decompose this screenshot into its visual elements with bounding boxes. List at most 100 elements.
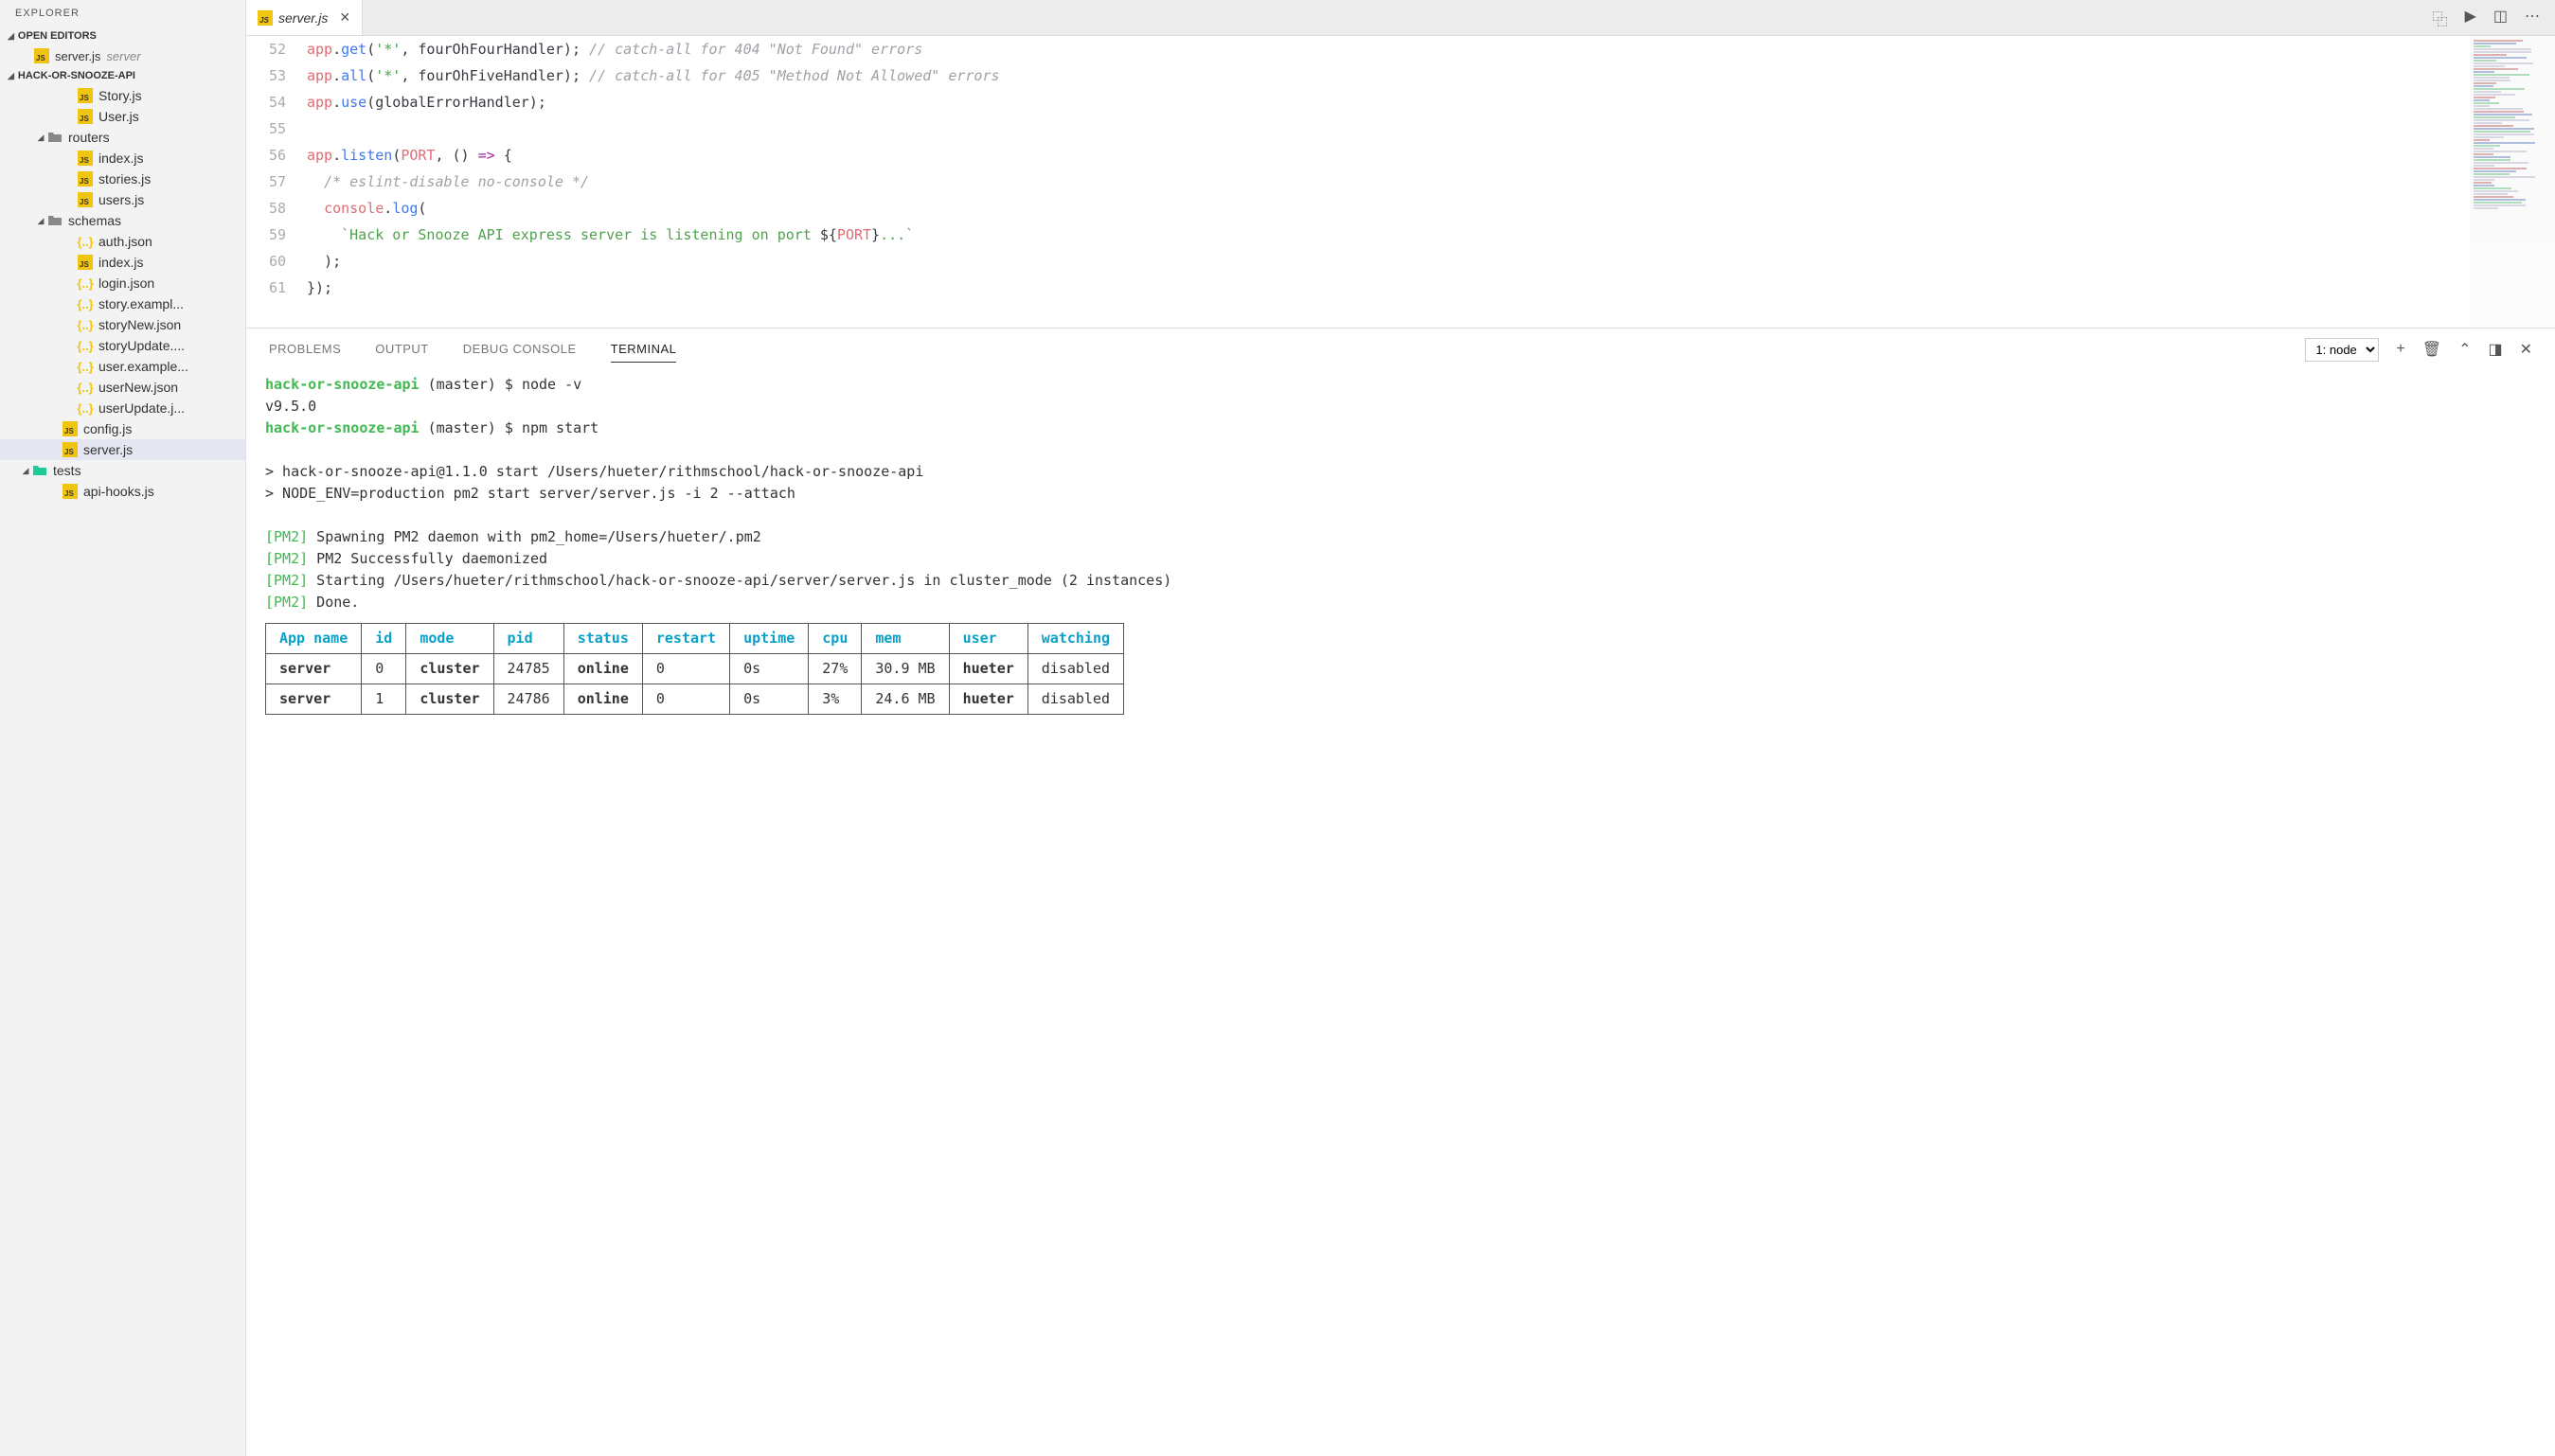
panel-up-icon[interactable]: ⌃ [2458, 340, 2471, 359]
tree-file[interactable]: {..} userNew.json [0, 377, 245, 398]
tree-file[interactable]: {..} user.example... [0, 356, 245, 377]
js-icon: JS [78, 192, 93, 207]
expand-arrow-icon: ◢ [19, 466, 32, 476]
tree-item-label: auth.json [98, 234, 152, 249]
file-dir: server [106, 49, 140, 63]
tree-file[interactable]: JS User.js [0, 106, 245, 127]
panel-tab-terminal[interactable]: TERMINAL [611, 336, 677, 363]
js-icon: JS [78, 171, 93, 186]
table-header: cpu [809, 624, 862, 654]
terminal-line: hack-or-snooze-api (master) $ node -v [265, 374, 2536, 396]
folder-icon [47, 213, 63, 228]
code-line[interactable]: ); [307, 248, 2555, 275]
project-name-label: HACK-OR-SNOOZE-API [18, 70, 135, 81]
json-icon: {..} [78, 380, 93, 395]
code-line[interactable]: console.log( [307, 195, 2555, 222]
tree-folder[interactable]: ◢schemas [0, 210, 245, 231]
tree-file[interactable]: JS config.js [0, 418, 245, 439]
terminal-selector[interactable]: 1: node [2305, 338, 2379, 362]
panel-tab-problems[interactable]: PROBLEMS [269, 336, 341, 363]
expand-arrow-icon: ◢ [34, 133, 47, 143]
tree-file[interactable]: JSindex.js [0, 148, 245, 169]
tree-file[interactable]: {..}auth.json [0, 231, 245, 252]
terminal-line: hack-or-snooze-api (master) $ npm start [265, 417, 2536, 439]
minimap[interactable] [2470, 36, 2555, 328]
terminal-line: [PM2] Done. [265, 592, 2536, 613]
json-icon: {..} [78, 400, 93, 416]
table-header: mode [406, 624, 493, 654]
code-line[interactable]: app.get('*', fourOhFourHandler); // catc… [307, 36, 2555, 62]
tree-item-label: userNew.json [98, 380, 178, 395]
code-line[interactable]: }); [307, 275, 2555, 301]
explorer-title: EXPLORER [0, 0, 245, 27]
js-icon: JS [63, 421, 78, 436]
js-icon: JS [258, 10, 273, 26]
run-icon[interactable]: ▶ [2465, 7, 2476, 29]
code-line[interactable]: `Hack or Snooze API express server is li… [307, 222, 2555, 248]
js-icon: JS [63, 484, 78, 499]
code-line[interactable]: /* eslint-disable no-console */ [307, 169, 2555, 195]
tree-folder[interactable]: ◢tests [0, 460, 245, 481]
collapse-arrow-icon: ◢ [8, 31, 14, 42]
json-icon: {..} [78, 359, 93, 374]
code-line[interactable] [307, 115, 2555, 142]
tree-file[interactable]: JS api-hooks.js [0, 481, 245, 502]
tab-filename: server.js [278, 10, 328, 26]
tree-item-label: story.exampl... [98, 296, 184, 311]
table-header: uptime [730, 624, 809, 654]
terminal-line: [PM2] PM2 Successfully daemonized [265, 548, 2536, 570]
json-icon: {..} [78, 296, 93, 311]
close-icon[interactable]: ✕ [339, 9, 350, 26]
terminal-line: [PM2] Spawning PM2 daemon with pm2_home=… [265, 526, 2536, 548]
panel-tabbar: PROBLEMS OUTPUT DEBUG CONSOLE TERMINAL 1: n… [246, 328, 2555, 363]
tree-item-label: stories.js [98, 171, 151, 186]
code-editor[interactable]: 5152535455565758596061 app.use( /users ,… [246, 36, 2555, 328]
panel-close-icon[interactable]: ✕ [2520, 340, 2532, 359]
project-section[interactable]: ◢ HACK-OR-SNOOZE-API [0, 66, 245, 85]
code-line[interactable]: app.listen(PORT, () => { [307, 142, 2555, 169]
tree-file[interactable]: JSStory.js [0, 85, 245, 106]
main-area: JS server.js ✕ ⿻ ▶ ◫ ⋯ 51525354555657585… [246, 0, 2555, 1456]
tree-item-label: routers [68, 130, 110, 145]
tree-file[interactable]: JSindex.js [0, 252, 245, 273]
panel-tab-debug-console[interactable]: DEBUG CONSOLE [463, 336, 577, 363]
kill-terminal-icon[interactable]: 🗑 [2422, 340, 2441, 359]
split-editor-icon[interactable]: ◫ [2493, 7, 2508, 29]
table-row: server0cluster24785online00s27%30.9 MBhu… [266, 654, 1124, 684]
tree-item-label: storyNew.json [98, 317, 181, 332]
editor-actions: ⿻ ▶ ◫ ⋯ [2418, 7, 2555, 29]
more-icon[interactable]: ⋯ [2525, 7, 2540, 29]
filename: server.js [55, 49, 100, 63]
tree-item-label: index.js [98, 151, 143, 166]
tree-item-label: user.example... [98, 359, 188, 374]
tree-file[interactable]: {..}login.json [0, 273, 245, 293]
new-terminal-icon[interactable]: + [2396, 341, 2404, 358]
tree-file[interactable]: {..}storyUpdate.... [0, 335, 245, 356]
panel-tab-output[interactable]: OUTPUT [375, 336, 428, 363]
tree-file[interactable]: {..}storyNew.json [0, 314, 245, 335]
collapse-arrow-icon: ◢ [8, 71, 14, 81]
panel-tools: 1: node + 🗑 ⌃ ◨ ✕ [2305, 338, 2532, 362]
tree-file[interactable]: {..} story.exampl... [0, 293, 245, 314]
tree-file[interactable]: {..}userUpdate.j... [0, 398, 245, 418]
editor-tab[interactable]: JS server.js ✕ [246, 0, 363, 35]
js-icon: JS [78, 109, 93, 124]
tree-folder[interactable]: ◢ routers [0, 127, 245, 148]
preview-icon[interactable]: ⿻ [2433, 7, 2448, 29]
open-editor-item[interactable]: JS server.js server [0, 45, 245, 66]
tree-item-label: User.js [98, 109, 139, 124]
tree-file[interactable]: JS stories.js [0, 169, 245, 189]
code-line[interactable]: app.use(globalErrorHandler); [307, 89, 2555, 115]
tree-file[interactable]: JSserver.js [0, 439, 245, 460]
terminal-output[interactable]: hack-or-snooze-api (master) $ node -v v9… [246, 363, 2555, 1456]
code-line[interactable]: app.all('*', fourOhFiveHandler); // catc… [307, 62, 2555, 89]
tree-item-label: config.js [83, 421, 132, 436]
tree-item-label: api-hooks.js [83, 484, 154, 499]
panel-maximize-icon[interactable]: ◨ [2488, 340, 2502, 359]
tree-item-label: users.js [98, 192, 144, 207]
open-editors-section[interactable]: ◢ OPEN EDITORS [0, 27, 245, 45]
app-root: EXPLORER ◢ OPEN EDITORS JSserver.jsserve… [0, 0, 2555, 1456]
tree-file[interactable]: JS users.js [0, 189, 245, 210]
js-icon: JS [34, 48, 49, 63]
code-content[interactable]: app.use( /users , usersRouter);app.get('… [299, 36, 2555, 328]
